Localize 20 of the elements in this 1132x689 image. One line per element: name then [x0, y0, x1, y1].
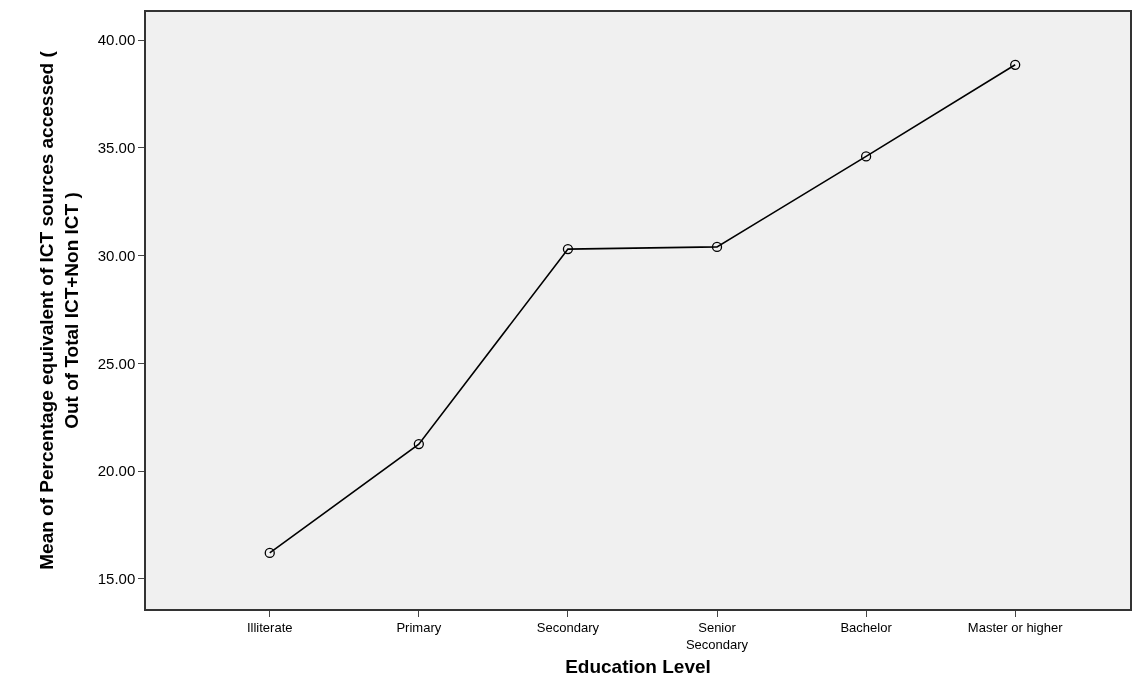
- point: [711, 241, 723, 253]
- y-tick-label: 15.00: [97, 570, 136, 588]
- x-tick-label: Primary: [396, 620, 442, 636]
- point: [562, 243, 574, 255]
- y-tick-label: 40.00: [97, 31, 136, 49]
- point: [413, 438, 424, 450]
- y-tick-label: 25.00: [97, 354, 136, 372]
- point: [860, 151, 872, 162]
- x-tick-label: Master or higher: [967, 620, 1064, 636]
- y-tick-label: 35.00: [97, 139, 136, 157]
- y-tick-label: 30.00: [97, 246, 136, 264]
- x-tick-label: Bachelor: [840, 620, 893, 636]
- x-tick-label: Senior Secondary: [685, 620, 749, 653]
- y-axis-title: Mean of Percentage equivalent of ICT sources accessed ( Out of Total ICT+Non ICT ): [36, 50, 83, 570]
- point: [1010, 59, 1021, 70]
- y-tick-label: 20.00: [97, 462, 136, 480]
- x-tick-label: Illiterate: [246, 620, 293, 636]
- point: [264, 547, 275, 559]
- x-axis-title: Education Level: [565, 655, 711, 677]
- x-tick-label: Secondary: [536, 620, 600, 636]
